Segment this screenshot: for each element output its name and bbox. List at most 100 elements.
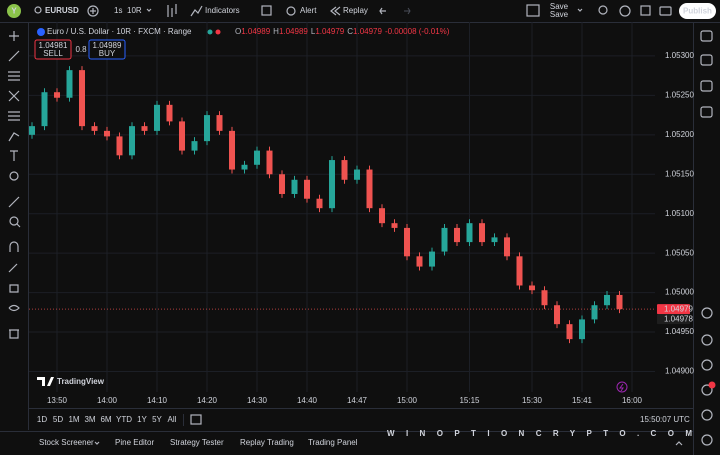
sell-button[interactable] bbox=[34, 39, 72, 60]
indicators[interactable]: Indicators bbox=[205, 6, 240, 15]
candle-body bbox=[241, 164, 248, 170]
drawing-tool[interactable] bbox=[9, 216, 21, 228]
candle-body bbox=[279, 174, 285, 194]
chart-type-icon[interactable] bbox=[167, 4, 177, 17]
avatar-letter: Y bbox=[11, 7, 17, 16]
interval[interactable]: 1s bbox=[114, 6, 122, 15]
status-dot bbox=[207, 29, 213, 35]
snapshot[interactable] bbox=[659, 6, 672, 16]
range-button[interactable]: 5Y bbox=[152, 415, 162, 424]
publish[interactable]: Publish bbox=[683, 7, 712, 16]
ohlc-h: 1.04989 bbox=[279, 27, 308, 36]
candle-body bbox=[116, 136, 123, 156]
drawing-tool[interactable] bbox=[9, 31, 19, 41]
candle-body bbox=[416, 256, 423, 267]
alert[interactable]: Alert bbox=[300, 6, 317, 15]
ohlc-o-label: O bbox=[235, 27, 241, 36]
candle-body bbox=[466, 223, 473, 243]
save-sub: Save bbox=[550, 10, 569, 19]
sidebar-icon[interactable] bbox=[701, 334, 713, 346]
buy-button[interactable] bbox=[88, 39, 126, 60]
sell-label: SELL bbox=[43, 49, 63, 58]
replay-icon[interactable] bbox=[330, 6, 341, 16]
sidebar-icon[interactable] bbox=[700, 30, 713, 42]
y-tick-label: 1.05050 bbox=[665, 248, 694, 257]
x-tick-label: 15:00 bbox=[397, 396, 418, 405]
sidebar-icon[interactable] bbox=[701, 359, 713, 371]
drawing-tool[interactable] bbox=[8, 304, 20, 312]
buy-label: BUY bbox=[99, 49, 116, 58]
bottom-tab[interactable]: Replay Trading bbox=[240, 438, 294, 447]
sidebar-icon[interactable] bbox=[701, 384, 713, 396]
y-tick-label: 1.05100 bbox=[665, 209, 694, 218]
sidebar-icon[interactable] bbox=[701, 307, 713, 319]
range-button[interactable]: 1Y bbox=[137, 415, 147, 424]
y-tick-label: 1.05300 bbox=[665, 51, 694, 60]
price-tag: 1.04979 bbox=[664, 304, 693, 313]
candle-body bbox=[91, 126, 98, 131]
range-button[interactable]: 1M bbox=[68, 415, 79, 424]
chart-title: Euro / U.S. Dollar · 10R · FXCM · Range bbox=[47, 27, 192, 36]
symbol[interactable]: EURUSD bbox=[45, 6, 79, 15]
replay[interactable]: Replay bbox=[343, 6, 368, 15]
x-tick-label: 14:40 bbox=[297, 396, 318, 405]
publish-button[interactable] bbox=[679, 3, 716, 19]
range-button[interactable]: 3M bbox=[84, 415, 95, 424]
indicators-icon[interactable] bbox=[190, 5, 203, 17]
goto-date[interactable] bbox=[190, 414, 202, 425]
candle-body bbox=[204, 115, 210, 142]
candle-body bbox=[366, 169, 373, 209]
range[interactable]: 10R bbox=[127, 6, 142, 15]
drawing-tool[interactable] bbox=[9, 171, 19, 181]
drawing-tool[interactable] bbox=[8, 132, 20, 142]
layout-icon[interactable] bbox=[261, 5, 272, 16]
bottom-tab[interactable]: Stock Screener bbox=[39, 438, 94, 447]
drawing-tool[interactable] bbox=[8, 50, 20, 62]
chevron bbox=[146, 8, 152, 12]
collapse-icon[interactable] bbox=[675, 441, 683, 446]
drawing-tool[interactable] bbox=[9, 241, 19, 252]
sidebar-icon[interactable] bbox=[700, 80, 713, 92]
redo bbox=[404, 7, 411, 15]
range-button[interactable]: 6M bbox=[100, 415, 111, 424]
drawing-tool[interactable] bbox=[9, 284, 19, 293]
drawing-tool[interactable] bbox=[8, 111, 20, 121]
candle-body bbox=[591, 305, 598, 320]
bottom-tab[interactable]: Strategy Tester bbox=[170, 438, 224, 447]
drawing-tool[interactable] bbox=[9, 329, 19, 339]
x-tick-label: 15:41 bbox=[572, 396, 593, 405]
lightning bbox=[619, 383, 624, 392]
range-button[interactable]: YTD bbox=[116, 415, 132, 424]
range-button[interactable]: 5D bbox=[53, 415, 63, 424]
settings[interactable] bbox=[619, 5, 631, 17]
drawing-tool[interactable] bbox=[8, 196, 20, 208]
alert-icon[interactable] bbox=[286, 6, 296, 16]
search-icon[interactable] bbox=[34, 6, 42, 14]
drawing-tool[interactable] bbox=[8, 90, 20, 102]
bottom-tab[interactable]: Pine Editor bbox=[115, 438, 154, 447]
range-button[interactable]: All bbox=[168, 415, 177, 424]
add-symbol[interactable] bbox=[87, 5, 99, 17]
candle-body bbox=[604, 294, 610, 306]
avatar[interactable] bbox=[7, 4, 21, 18]
fullscreen[interactable] bbox=[640, 5, 651, 16]
drawing-tool[interactable] bbox=[8, 263, 18, 273]
range-button[interactable]: 1D bbox=[37, 415, 47, 424]
sidebar-icon[interactable] bbox=[701, 409, 713, 421]
ohlc-l-label: L bbox=[311, 27, 316, 36]
ohlc-o: 1.04989 bbox=[241, 27, 270, 36]
save[interactable]: Save bbox=[550, 2, 569, 11]
sidebar-icon[interactable] bbox=[700, 106, 713, 118]
bottom-tab[interactable]: Trading Panel bbox=[308, 438, 358, 447]
drawing-tool[interactable] bbox=[10, 150, 18, 161]
quick-search[interactable] bbox=[598, 5, 608, 15]
layout-box[interactable] bbox=[526, 4, 540, 17]
y-tick-label: 1.05250 bbox=[665, 90, 694, 99]
sidebar-icon[interactable] bbox=[701, 434, 713, 446]
lightning-button[interactable] bbox=[616, 381, 628, 393]
sidebar-icon[interactable] bbox=[700, 54, 713, 66]
undo[interactable] bbox=[379, 7, 386, 15]
x-tick-label: 14:47 bbox=[347, 396, 368, 405]
x-tick-label: 16:00 bbox=[622, 396, 643, 405]
drawing-tool[interactable] bbox=[8, 71, 20, 81]
